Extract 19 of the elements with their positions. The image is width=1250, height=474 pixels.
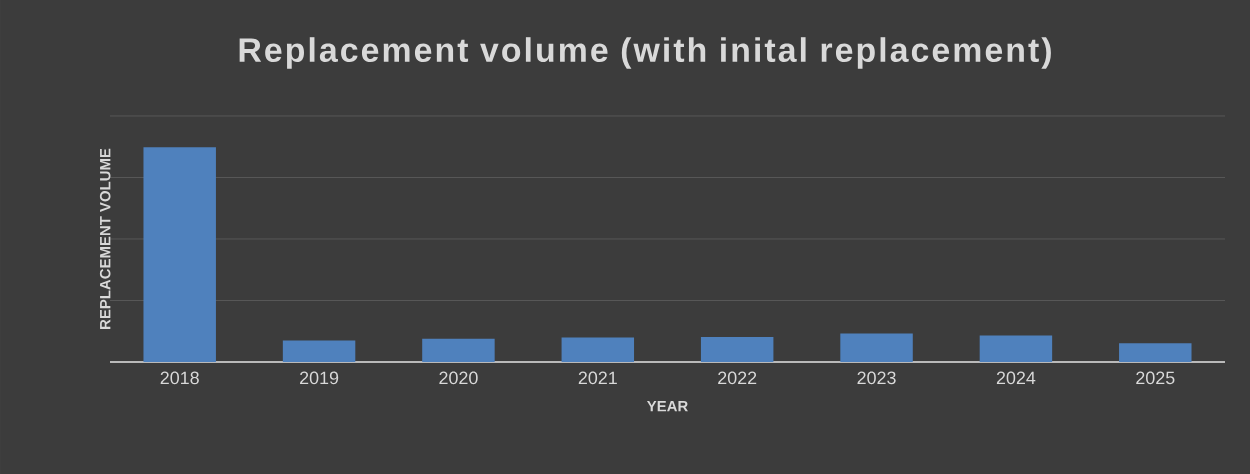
chart-title: Replacement volume (with inital replacement) [239,37,1051,69]
x-tick-label: 2021 [578,371,617,385]
y-axis-title: REPLACEMENT VOLUME [99,148,111,329]
bar [282,340,356,362]
bar [143,147,216,362]
x-tick-label: 2025 [1136,371,1175,385]
x-tick-label: 2019 [300,371,339,385]
bar [840,333,913,362]
x-axis-title: YEAR [646,401,688,412]
x-tick-label: 2024 [996,371,1036,385]
x-tick-label: 2018 [160,371,199,385]
bar [700,337,774,362]
bar [979,335,1053,362]
x-tick-label: 2023 [857,371,896,385]
bar [1119,343,1192,362]
x-tick-label: 2022 [718,371,757,385]
bar [561,337,635,362]
x-tick-label: 2020 [439,371,478,385]
bar [422,338,495,362]
